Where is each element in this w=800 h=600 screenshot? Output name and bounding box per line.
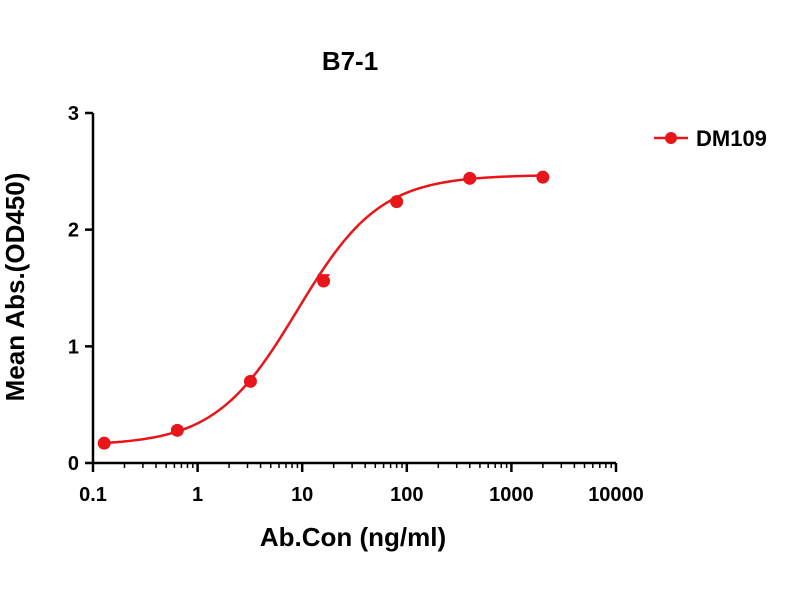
x-tick-label: 100 xyxy=(390,484,423,506)
data-point xyxy=(390,195,404,209)
x-axis-ticks: 0.1 1 10 100 1000 10000 xyxy=(79,463,644,506)
y-tick-label: 1 xyxy=(68,336,79,358)
fit-curve xyxy=(104,174,543,445)
x-axis-label: Ab.Con (ng/ml) xyxy=(260,522,446,552)
x-tick-label: 10000 xyxy=(588,484,644,506)
x-tick-label: 1000 xyxy=(489,484,534,506)
fit-curve-layer xyxy=(104,174,543,445)
x-tick-label: 0.1 xyxy=(79,484,107,506)
data-point xyxy=(317,274,331,288)
chart-title: B7-1 xyxy=(322,46,378,76)
legend-label: DM109 xyxy=(696,126,767,151)
legend: DM109 xyxy=(654,126,767,151)
data-point xyxy=(536,170,550,184)
x-tick-label: 1 xyxy=(192,484,203,506)
data-points xyxy=(97,170,550,450)
y-tick-label: 3 xyxy=(68,103,79,125)
axes xyxy=(91,113,616,465)
y-axis-ticks: 0 1 2 3 xyxy=(68,103,93,475)
data-point xyxy=(170,423,184,437)
y-axis-label: Mean Abs.(OD450) xyxy=(0,173,30,402)
data-point xyxy=(97,436,111,450)
y-tick-label: 2 xyxy=(68,220,79,242)
y-tick-label: 0 xyxy=(68,453,79,475)
x-tick-label: 10 xyxy=(291,484,313,506)
data-point xyxy=(243,374,257,388)
legend-marker xyxy=(665,132,677,144)
data-point xyxy=(463,171,477,185)
